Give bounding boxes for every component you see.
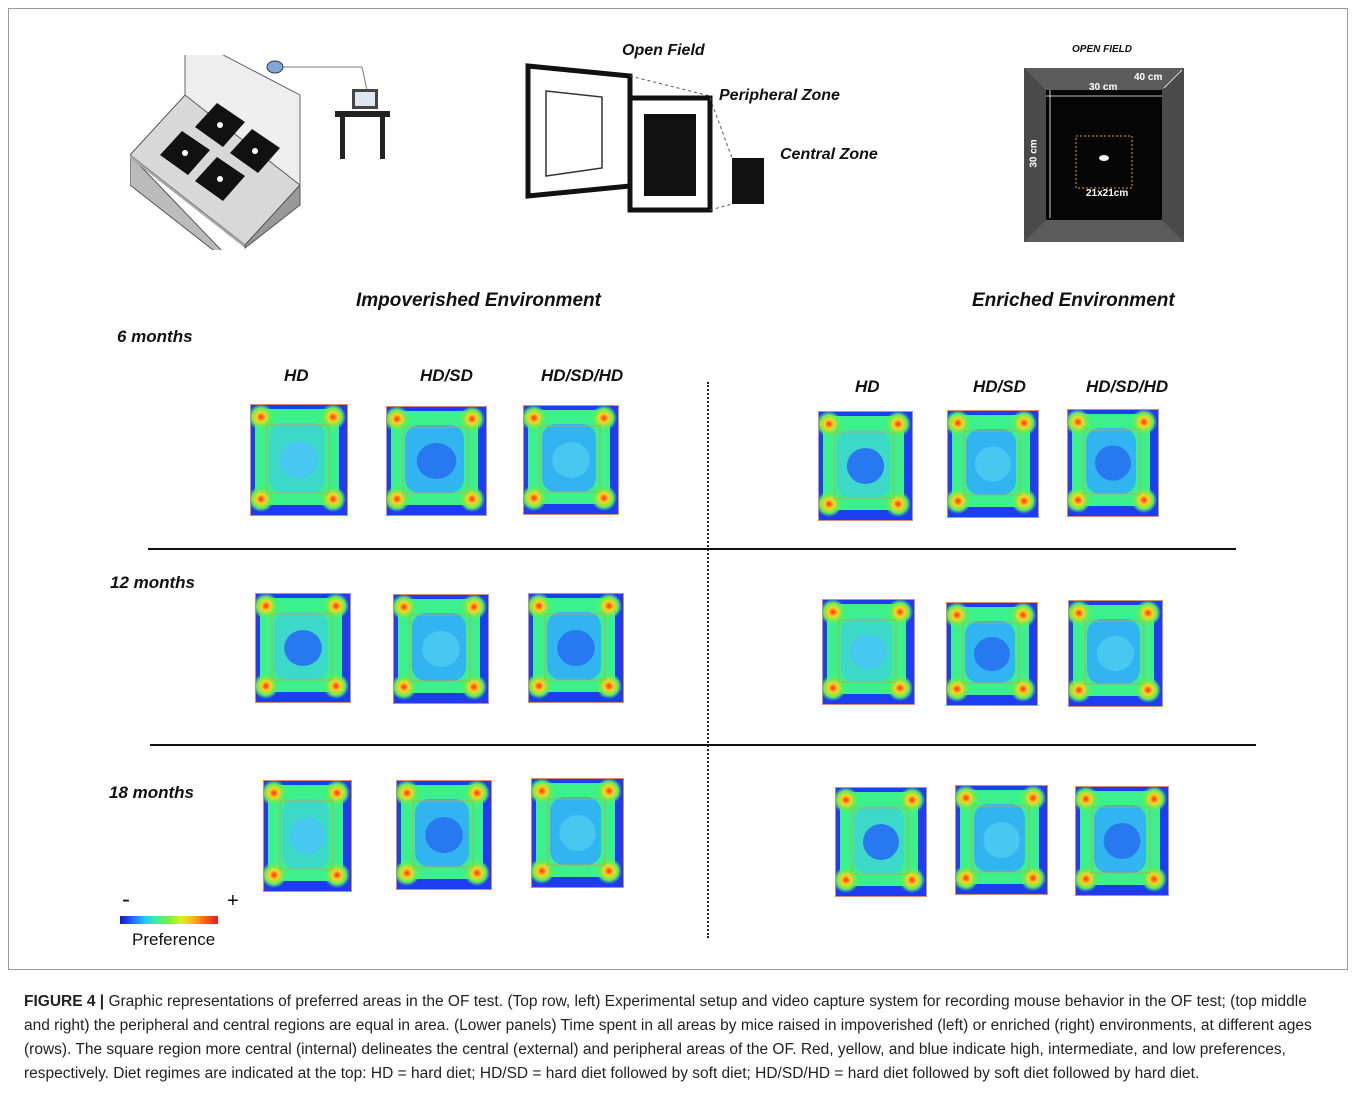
row-divider-2 [150, 744, 1256, 746]
heatmap-enriched-18m-hdsdhd [1075, 786, 1169, 896]
peripheral-zone-label: Peripheral Zone [719, 87, 840, 104]
heatmap-enriched-6m-hdsd [947, 410, 1039, 518]
diet-label-hdsdhd-enriched: HD/SD/HD [1086, 377, 1169, 396]
diet-label-hdsdhd-impoverished: HD/SD/HD [541, 366, 624, 385]
dimension-30cm-side: 30 cm [1028, 139, 1040, 168]
preference-color-scale [120, 916, 218, 924]
heatmap-impoverished-18m-hdsd [396, 780, 492, 890]
heatmap-enriched-6m-hdsdhd [1067, 409, 1159, 517]
heatmap-enriched-18m-hdsd [955, 785, 1048, 895]
heatmap-enriched-6m-hd [818, 411, 913, 521]
heatmap-enriched-12m-hdsd [946, 602, 1038, 706]
heatmap-enriched-12m-hd [822, 599, 915, 705]
figure-caption: FIGURE 4 | Graphic representations of pr… [24, 990, 1334, 1086]
heatmap-impoverished-18m-hd [263, 780, 352, 892]
dimension-40cm: 40 cm [1134, 72, 1163, 83]
legend-preference-label: Preference [132, 930, 216, 949]
heatmap-impoverished-12m-hd [255, 593, 351, 703]
open-field-diagram-title: OPEN FIELD [1072, 44, 1133, 55]
cage-setup-illustration [130, 55, 390, 250]
heatmap-impoverished-12m-hdsd [393, 594, 489, 704]
dimension-30cm-top: 30 cm [1089, 82, 1118, 93]
heatmap-impoverished-6m-hd [250, 404, 348, 516]
diet-label-hdsd-impoverished: HD/SD [420, 366, 473, 385]
row-divider-1 [148, 548, 1236, 550]
heatmap-impoverished-6m-hdsdhd [523, 405, 619, 515]
dimension-center: 21x21cm [1086, 188, 1129, 199]
diet-label-hd-impoverished: HD [284, 366, 309, 385]
row-label-18-months: 18 months [109, 783, 195, 802]
row-label-12-months: 12 months [110, 573, 196, 592]
legend-minus: - [122, 886, 130, 913]
enriched-environment-title: Enriched Environment [972, 290, 1175, 311]
caption-label: FIGURE 4 | [24, 993, 105, 1010]
central-zone-label: Central Zone [780, 146, 878, 163]
diet-label-hd-enriched: HD [855, 377, 880, 396]
diet-label-hdsd-enriched: HD/SD [973, 377, 1026, 396]
open-field-label: Open Field [622, 42, 705, 59]
row-label-6-months: 6 months [117, 327, 193, 346]
legend-plus: + [227, 890, 239, 912]
heatmap-impoverished-18m-hdsdhd [531, 778, 624, 888]
impoverished-environment-title: Impoverished Environment [356, 290, 601, 311]
heatmap-impoverished-12m-hdsdhd [528, 593, 624, 703]
heatmap-enriched-18m-hd [835, 787, 927, 897]
open-field-dimension-diagram [1024, 68, 1184, 242]
heatmap-impoverished-6m-hdsd [386, 406, 487, 516]
caption-text: Graphic representations of preferred are… [24, 993, 1312, 1082]
zones-illustration [525, 63, 764, 213]
heatmap-enriched-12m-hdsdhd [1068, 600, 1163, 707]
figure-frame [8, 8, 1348, 970]
environment-divider [707, 382, 709, 938]
